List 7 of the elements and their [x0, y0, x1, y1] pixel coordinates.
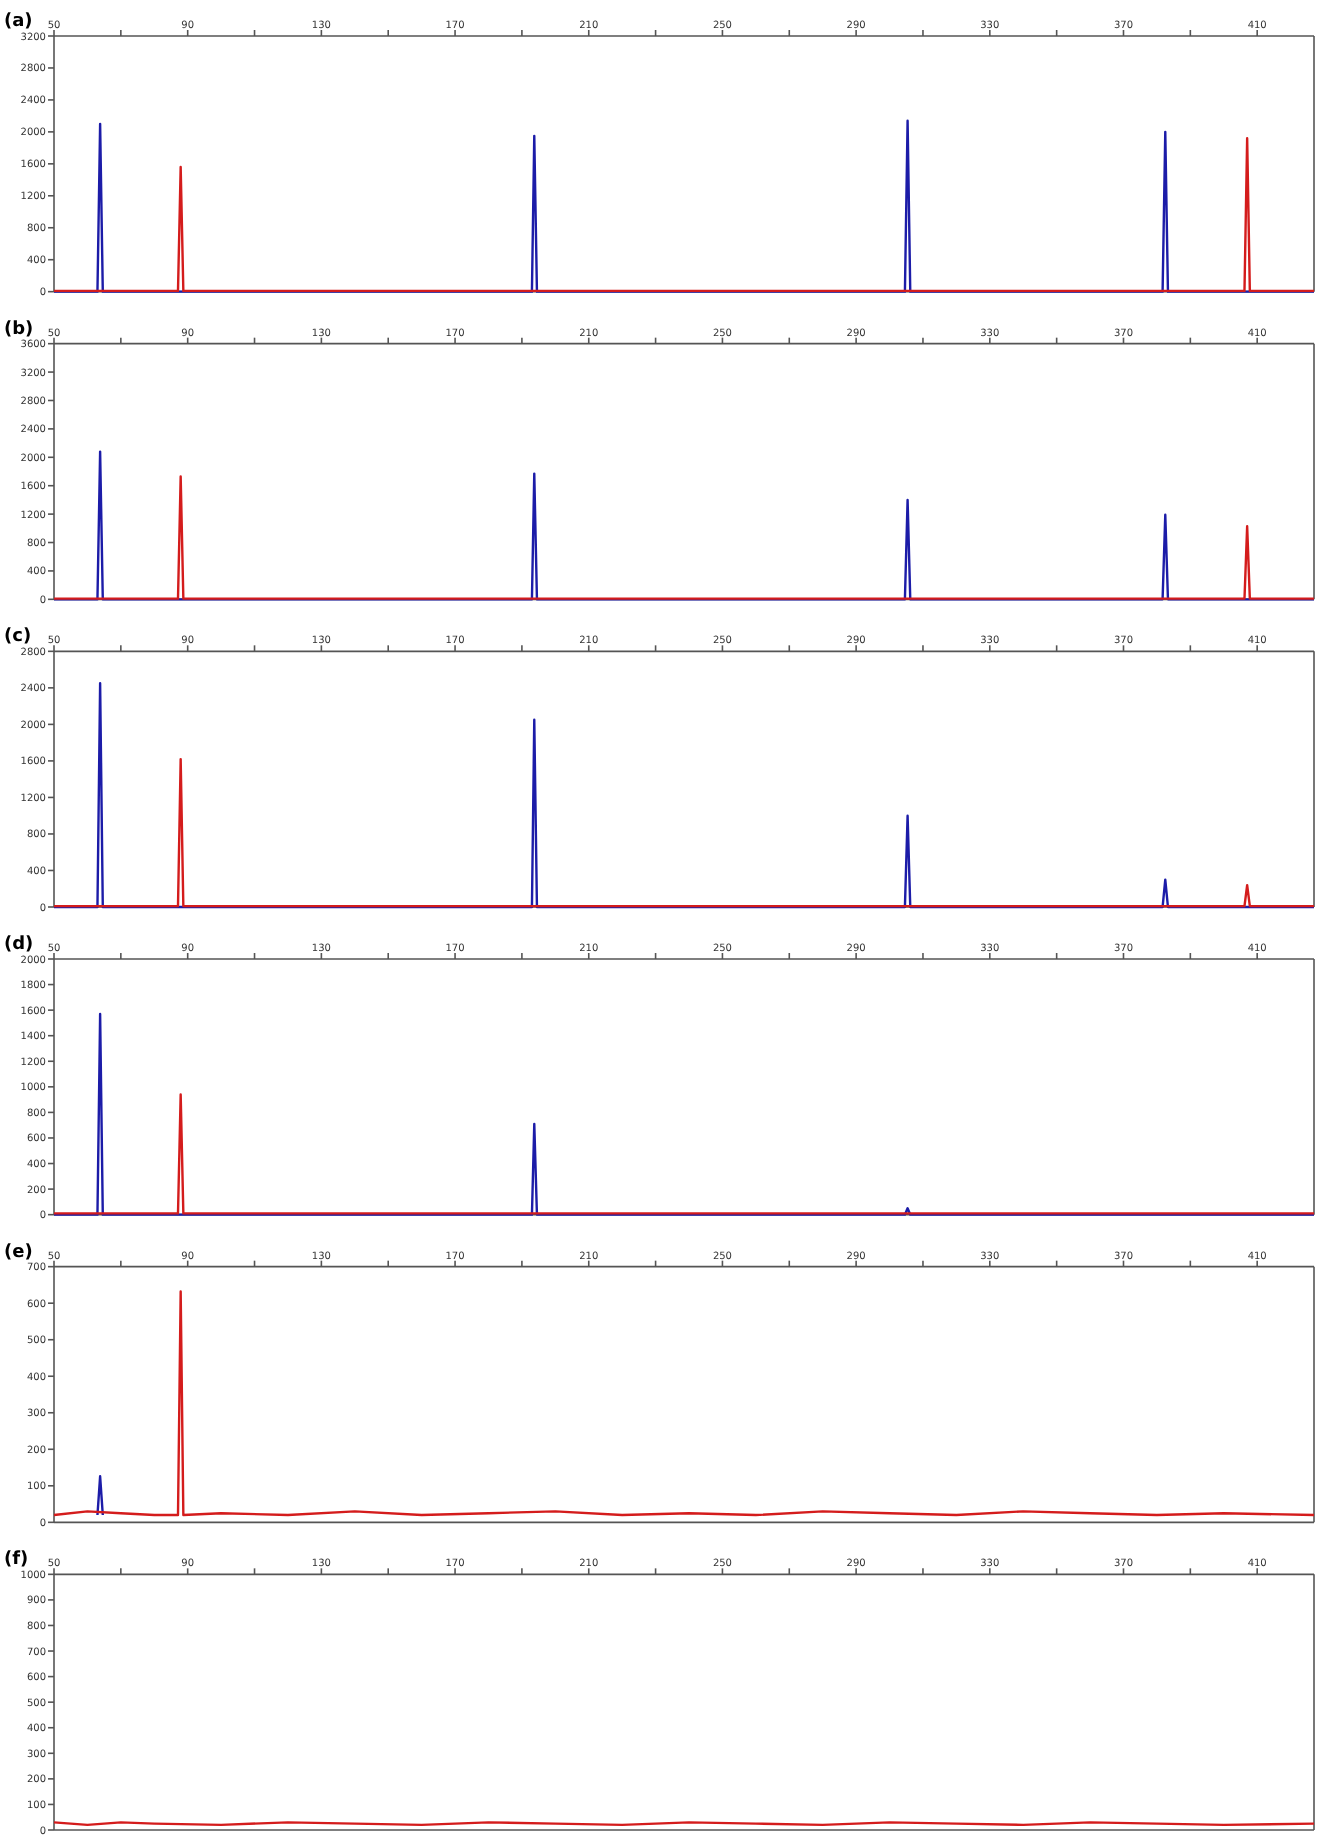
line-series: [52, 1290, 1316, 1517]
chart-title: (b): [4, 319, 34, 340]
chart-title: (e): [4, 1242, 33, 1263]
chart-title: (f): [4, 1550, 29, 1571]
chart-title: (c): [4, 627, 32, 648]
chart-title: (d): [4, 935, 34, 955]
chart-title: (a): [4, 12, 33, 32]
